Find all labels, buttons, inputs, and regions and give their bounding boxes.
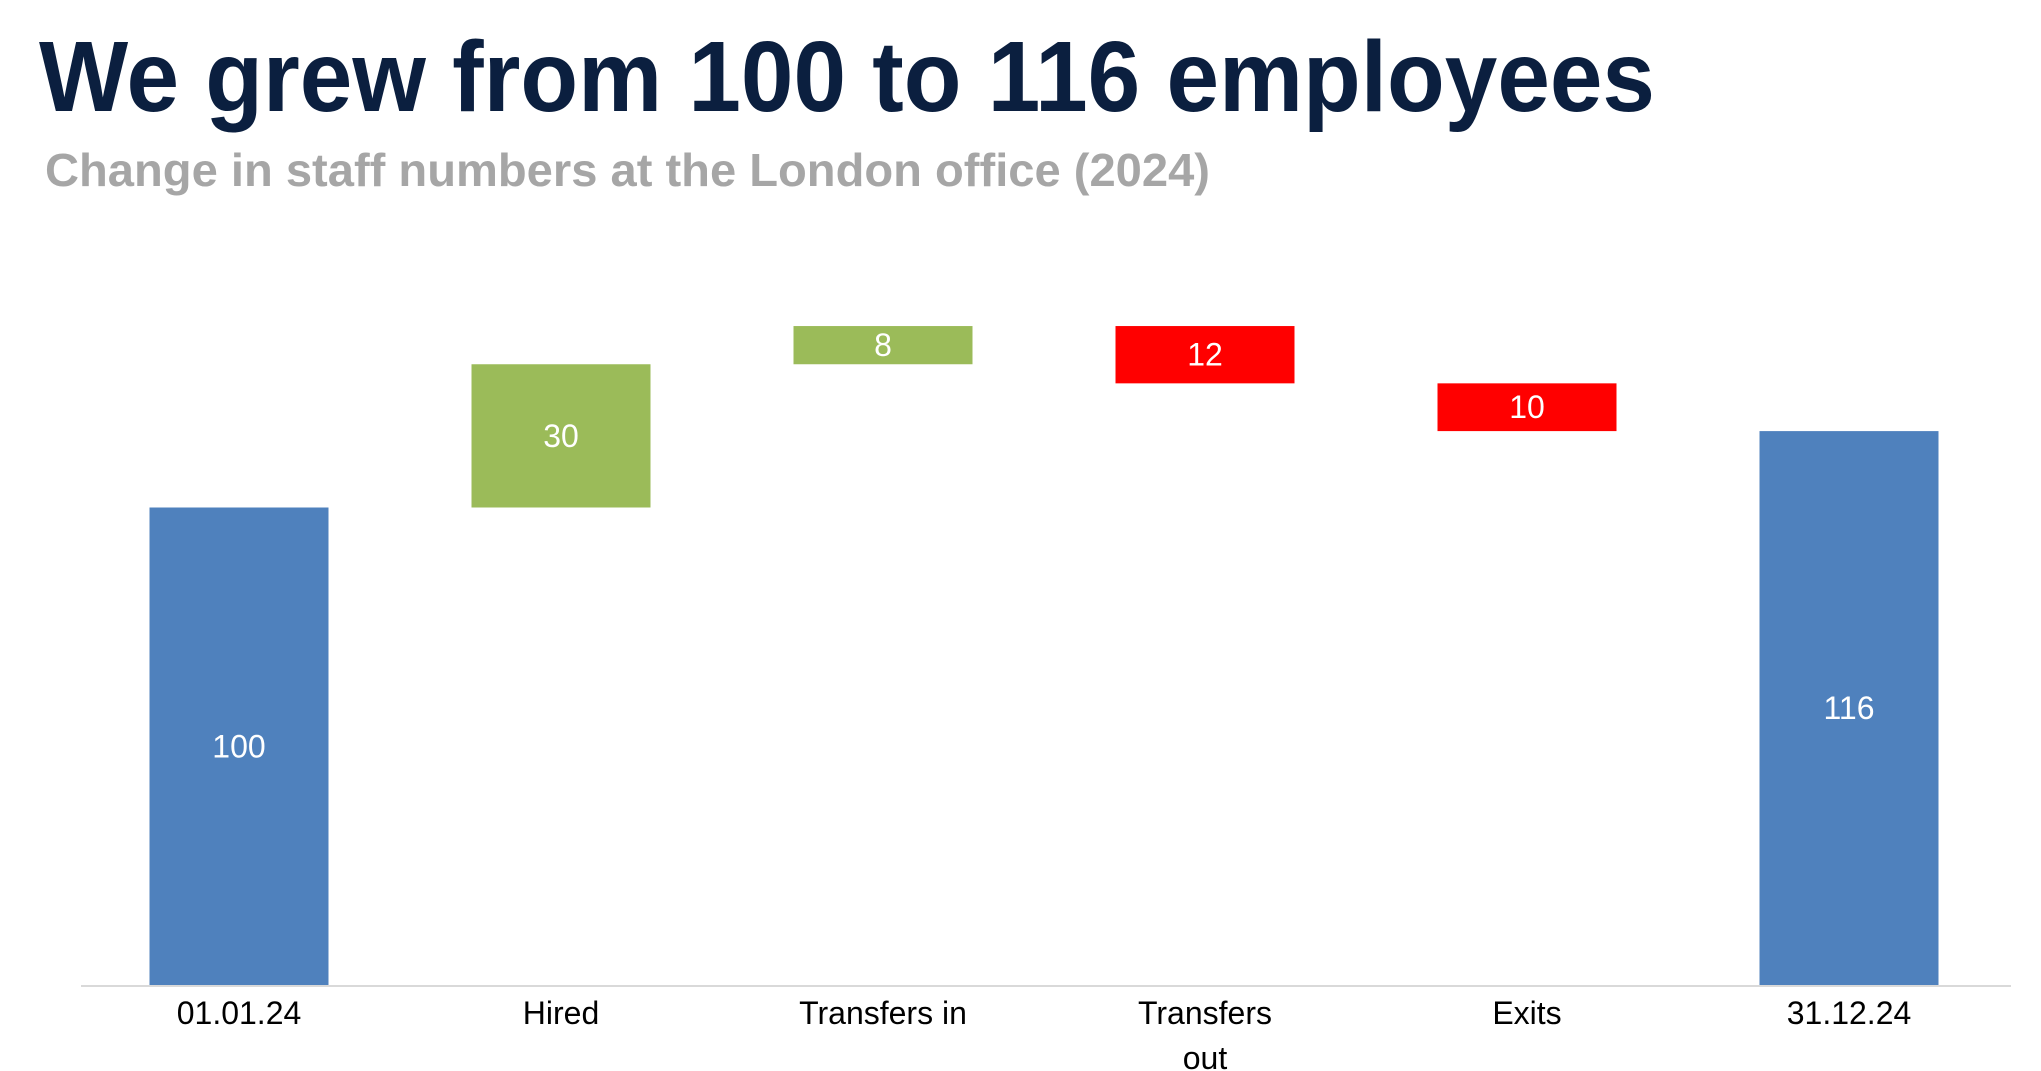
category-label: 01.01.24 [177, 995, 302, 1031]
data-label: 10 [1509, 389, 1545, 425]
bar-decrease [1437, 383, 1617, 432]
category-label: Transfers in [799, 995, 967, 1031]
bar-total [149, 507, 329, 985]
category-label: Hired [523, 995, 599, 1031]
data-label: 30 [543, 418, 579, 454]
data-label: 100 [212, 728, 265, 764]
category-label: Exits [1492, 995, 1561, 1031]
data-label: 12 [1187, 337, 1223, 373]
bars-group: 100 30 8 12 10 116 [149, 326, 1939, 986]
data-label: 8 [874, 327, 892, 363]
category-labels: 01.01.24 Hired Transfers in Transfers out Exi… [177, 995, 1912, 1071]
chart-title: We grew from 100 to 116 employees [39, 21, 1655, 133]
bar-increase [471, 364, 651, 508]
chart-subtitle: Change in staff numbers at the London of… [45, 144, 1210, 196]
data-label: 116 [1823, 690, 1874, 726]
category-label: out [1183, 1040, 1228, 1071]
bar-increase [793, 326, 973, 365]
bar-decrease [1115, 326, 1295, 384]
category-label: Transfers [1138, 995, 1272, 1031]
category-label: 31.12.24 [1787, 995, 1912, 1031]
bar-total [1759, 431, 1939, 986]
